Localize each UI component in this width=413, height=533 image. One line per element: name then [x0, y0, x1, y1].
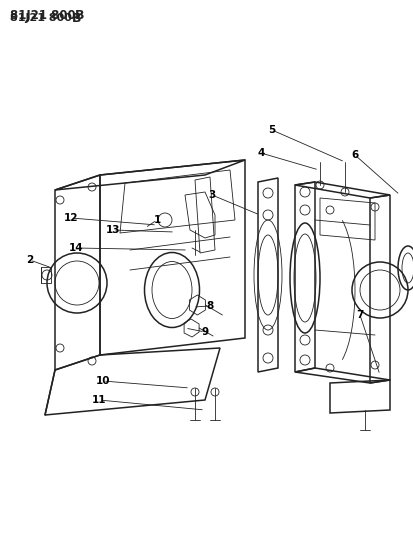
Text: 3: 3 — [208, 190, 215, 200]
Text: 6: 6 — [351, 150, 358, 160]
Text: 81J21 800: 81J21 800 — [10, 9, 76, 21]
Text: 81J21 800: 81J21 800 — [10, 13, 72, 23]
Text: 1: 1 — [153, 215, 160, 225]
Text: 13: 13 — [105, 225, 120, 235]
Text: 10: 10 — [95, 376, 110, 386]
Text: 11: 11 — [92, 395, 106, 405]
Text: 4: 4 — [257, 148, 264, 158]
Text: B: B — [72, 12, 81, 25]
Text: 7: 7 — [356, 310, 363, 320]
Text: 2: 2 — [26, 255, 33, 265]
Text: 8: 8 — [206, 301, 213, 311]
Text: 5: 5 — [268, 125, 275, 135]
Text: B: B — [75, 9, 84, 21]
Text: 14: 14 — [69, 243, 83, 253]
Text: 9: 9 — [201, 327, 208, 337]
Text: 12: 12 — [64, 213, 78, 223]
